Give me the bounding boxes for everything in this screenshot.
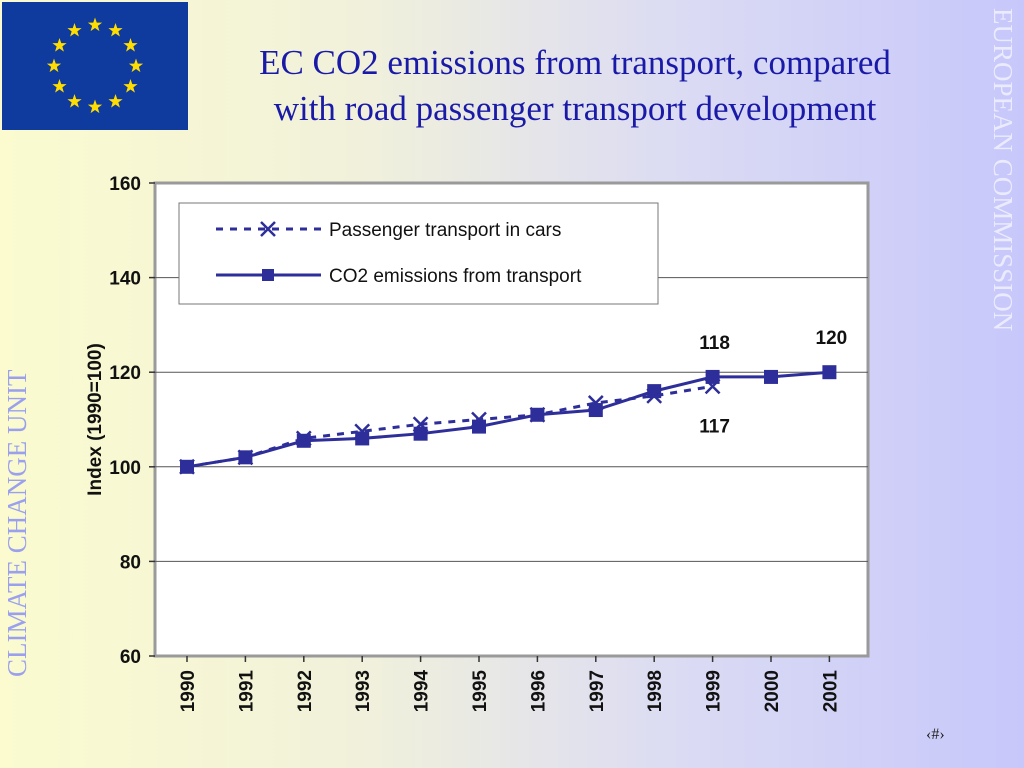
data-point-square-marker xyxy=(705,369,720,384)
x-tick-label: 1990 xyxy=(178,670,199,712)
x-tick-label: 1999 xyxy=(704,670,725,712)
x-tick-label: 1995 xyxy=(470,670,491,713)
star-icon xyxy=(123,38,138,52)
y-tick-label: 120 xyxy=(109,363,141,384)
data-point-square-marker xyxy=(296,433,311,448)
legend-square-marker xyxy=(262,269,274,281)
legend-label-passenger-transport: Passenger transport in cars xyxy=(329,220,561,241)
star-icon xyxy=(108,22,123,37)
data-point-square-marker xyxy=(180,459,194,474)
series-line-co2-emissions xyxy=(186,370,830,469)
legend xyxy=(178,202,659,305)
data-label: 120 xyxy=(816,328,848,349)
x-tick-label: 1993 xyxy=(353,670,374,712)
slide-title-line-1: EC CO2 emissions from transport, compare… xyxy=(259,43,891,82)
x-tick-label: 1991 xyxy=(236,670,257,713)
y-tick-label: 100 xyxy=(109,458,141,479)
x-tick-label: 2001 xyxy=(820,670,841,713)
data-label: 118 xyxy=(699,333,730,354)
star-icon xyxy=(46,58,62,73)
data-point-square-marker xyxy=(530,407,545,422)
star-icon xyxy=(128,58,144,73)
star-icon xyxy=(87,17,103,32)
data-point-square-marker xyxy=(355,431,370,446)
x-tick-label: 2000 xyxy=(762,670,783,712)
slide-number: ‹#› xyxy=(926,726,945,743)
y-axis-label: Index (1990=100) xyxy=(85,343,106,496)
x-tick-label: 1992 xyxy=(295,670,316,712)
slide-title-line-2: with road passenger transport developmen… xyxy=(273,89,877,128)
star-icon xyxy=(108,94,123,108)
data-point-square-marker xyxy=(822,365,837,380)
y-tick-label: 160 xyxy=(109,174,141,195)
eu-stars-icon xyxy=(46,17,144,114)
y-tick-label: 60 xyxy=(120,647,141,668)
european-commission-label: EUROPEAN COMMISSION xyxy=(988,8,1018,332)
data-point-square-marker xyxy=(647,384,662,399)
x-tick-label: 1998 xyxy=(645,670,666,712)
slide-title: EC CO2 emissions from transport, compare… xyxy=(200,40,950,132)
star-icon xyxy=(123,79,138,93)
data-point-square-marker xyxy=(472,419,486,434)
data-point-square-marker xyxy=(413,426,428,441)
x-tick-label: 1996 xyxy=(528,670,549,712)
star-icon xyxy=(87,99,103,114)
y-tick-label: 80 xyxy=(120,552,141,573)
star-icon xyxy=(52,38,67,52)
star-icon xyxy=(67,94,82,108)
x-tick-label: 1994 xyxy=(412,670,433,713)
y-tick-label: 140 xyxy=(109,269,141,290)
data-point-square-marker xyxy=(238,450,253,465)
star-icon xyxy=(67,22,82,37)
data-label: 117 xyxy=(699,416,730,437)
star-icon xyxy=(52,79,67,93)
x-tick-label: 1997 xyxy=(587,670,608,712)
data-point-square-marker xyxy=(764,369,778,384)
legend-label-co2-emissions: CO2 emissions from transport xyxy=(329,266,582,287)
legend-x-marker xyxy=(260,221,276,237)
data-point-square-marker xyxy=(588,403,603,418)
eu-flag-logo xyxy=(2,2,188,130)
